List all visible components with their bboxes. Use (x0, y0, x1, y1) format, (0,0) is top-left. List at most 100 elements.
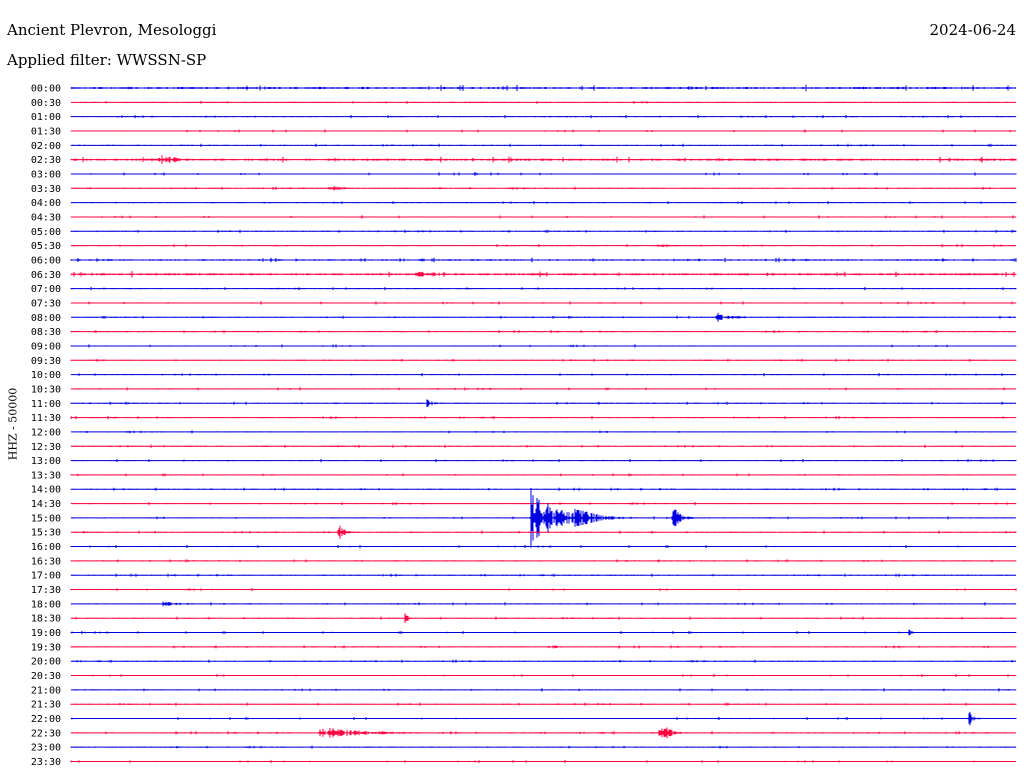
seismogram-trace (70, 129, 1017, 133)
row-time-label: 19:00 (31, 628, 61, 639)
row-time-label: 11:00 (31, 399, 61, 410)
row-time-label: 00:00 (31, 84, 61, 95)
seismogram-trace (70, 330, 1017, 334)
seismogram-trace (70, 155, 1017, 164)
seismogram-trace (70, 702, 1017, 706)
row-time-label: 10:00 (31, 370, 61, 381)
row-time-label: 14:00 (31, 485, 61, 496)
row-time-label: 18:00 (31, 599, 61, 610)
row-time-label: 06:30 (31, 270, 61, 281)
row-time-label: 15:00 (31, 513, 61, 524)
seismogram-trace (70, 559, 1017, 563)
seismogram-trace (70, 601, 1017, 607)
row-time-label: 19:30 (31, 642, 61, 653)
seismogram-trace (70, 84, 1016, 92)
row-time-label: 12:30 (31, 442, 61, 453)
station-title: Ancient Plevron, Mesologgi (7, 21, 217, 39)
row-time-label: 02:00 (31, 141, 61, 152)
row-time-label: 17:00 (31, 571, 61, 582)
seismogram-trace (70, 172, 1017, 176)
seismogram-trace (70, 201, 1017, 205)
row-time-label: 21:30 (31, 700, 61, 711)
seismogram-trace (70, 373, 1017, 377)
row-time-label: 05:00 (31, 227, 61, 238)
seismogram-trace (70, 115, 1017, 119)
row-time-label: 13:30 (31, 470, 61, 481)
row-time-label: 14:30 (31, 499, 61, 510)
row-time-label: 22:00 (31, 714, 61, 725)
seismogram-trace (70, 629, 1017, 636)
seismogram-trace (70, 488, 1016, 548)
row-time-label: 07:00 (31, 284, 61, 295)
row-time-label: 01:00 (31, 112, 61, 123)
seismogram-trace (70, 759, 1017, 764)
row-time-label: 18:30 (31, 614, 61, 625)
seismogram-trace (70, 344, 1017, 348)
seismogram-trace (70, 525, 1017, 539)
seismogram-trace (70, 502, 1017, 506)
filter-label: Applied filter: WWSSN-SP (7, 51, 207, 69)
seismogram-trace (70, 387, 1017, 391)
row-time-label: 23:30 (31, 757, 61, 768)
row-time-label: 03:00 (31, 169, 61, 180)
seismogram-trace (70, 444, 1017, 448)
row-time-label: 03:30 (31, 184, 61, 195)
seismogram-trace (70, 100, 1017, 104)
row-time-label: 05:30 (31, 241, 61, 252)
seismogram-trace (70, 143, 1017, 147)
seismogram-trace (70, 399, 1016, 408)
row-time-label: 04:30 (31, 212, 61, 223)
row-time-label: 09:00 (31, 341, 61, 352)
seismogram-trace (70, 473, 1017, 477)
seismogram-trace (70, 745, 1017, 749)
seismogram-trace (70, 613, 1017, 623)
seismogram-trace (70, 271, 1017, 278)
row-time-label: 20:00 (31, 657, 61, 668)
seismogram-trace (70, 545, 1017, 549)
seismogram-trace (70, 659, 1017, 663)
row-time-label: 07:30 (31, 298, 61, 309)
seismogram-trace (70, 727, 1017, 739)
seismogram-trace (70, 301, 1017, 305)
row-time-label: 20:30 (31, 671, 61, 682)
seismogram-trace (70, 588, 1017, 592)
row-time-label: 23:00 (31, 743, 61, 754)
seismogram-trace (70, 186, 1017, 191)
seismogram-trace (70, 244, 1017, 248)
plot-date: 2024-06-24 (929, 21, 1016, 39)
seismogram-trace (70, 688, 1017, 692)
row-time-label: 04:00 (31, 198, 61, 209)
row-time-label: 21:00 (31, 685, 61, 696)
row-time-label: 16:00 (31, 542, 61, 553)
seismogram-trace (70, 459, 1017, 463)
row-time-label: 06:00 (31, 255, 61, 266)
row-time-label: 12:00 (31, 427, 61, 438)
row-time-label: 08:00 (31, 313, 61, 324)
row-time-label: 02:30 (31, 155, 61, 166)
row-time-label: 00:30 (31, 98, 61, 109)
row-time-label: 17:30 (31, 585, 61, 596)
seismogram-trace (70, 645, 1017, 649)
seismogram-trace (70, 312, 1016, 322)
row-time-label: 01:30 (31, 126, 61, 137)
row-time-label: 13:00 (31, 456, 61, 467)
row-time-label: 10:30 (31, 384, 61, 395)
row-time-label: 16:30 (31, 556, 61, 567)
seismogram-trace (70, 487, 1017, 491)
row-time-label: 11:30 (31, 413, 61, 424)
seismogram-trace (70, 711, 1017, 726)
seismogram-trace (70, 573, 1017, 577)
seismogram-trace (70, 215, 1017, 219)
seismogram-trace (70, 287, 1017, 291)
seismogram-trace (70, 416, 1017, 420)
seismogram-trace (71, 430, 1017, 434)
seismogram-trace (70, 257, 1017, 263)
row-time-label: 22:30 (31, 728, 61, 739)
seismogram-trace (70, 358, 1017, 362)
seismogram-trace (70, 673, 1017, 678)
row-time-label: 08:30 (31, 327, 61, 338)
row-time-label: 15:30 (31, 528, 61, 539)
seismogram-trace (70, 229, 1017, 233)
row-time-label: 09:30 (31, 356, 61, 367)
